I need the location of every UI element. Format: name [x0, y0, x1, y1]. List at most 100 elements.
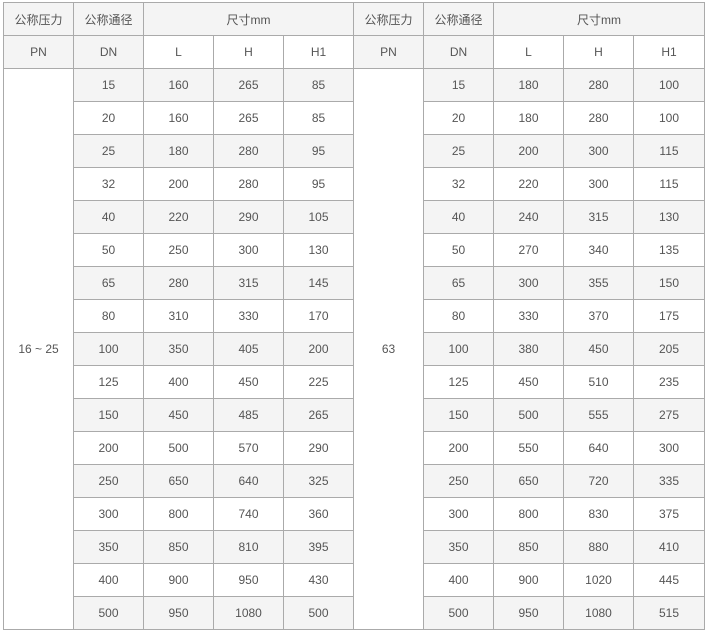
table-row: 25 180 280 95 25 200 300 115 — [4, 134, 705, 168]
h-cell: 450 — [213, 365, 284, 399]
header-dn-sub: DN — [73, 35, 144, 69]
subheader-row: PN DN L H H1 PN DN L H H1 — [3, 35, 705, 69]
l-cell: 180 — [493, 101, 564, 135]
l-cell: 220 — [143, 200, 214, 234]
h-cell: 1020 — [563, 563, 634, 597]
l-cell: 300 — [493, 266, 564, 300]
h-cell: 720 — [563, 464, 634, 498]
h1-cell: 515 — [633, 596, 705, 630]
header-h1: H1 — [633, 35, 705, 69]
h-cell: 265 — [213, 68, 284, 102]
h1-cell: 225 — [283, 365, 354, 399]
header-h: H — [213, 35, 284, 69]
h1-cell: 205 — [633, 332, 705, 366]
l-cell: 650 — [143, 464, 214, 498]
dn-cell: 250 — [73, 464, 144, 498]
dn-cell: 150 — [73, 398, 144, 432]
l-cell: 250 — [143, 233, 214, 267]
l-cell: 500 — [493, 398, 564, 432]
h1-cell: 275 — [633, 398, 705, 432]
header-l: L — [493, 35, 564, 69]
table-row: 100 350 405 200 100 380 450 205 — [4, 332, 705, 366]
dn-cell: 350 — [423, 530, 494, 564]
l-cell: 160 — [143, 101, 214, 135]
header-h1: H1 — [283, 35, 354, 69]
dn-cell: 25 — [73, 134, 144, 168]
h-cell: 330 — [213, 299, 284, 333]
h-cell: 510 — [563, 365, 634, 399]
dn-cell: 125 — [423, 365, 494, 399]
h1-cell: 95 — [283, 134, 354, 168]
dn-cell: 400 — [73, 563, 144, 597]
dn-cell: 20 — [423, 101, 494, 135]
dn-cell: 25 — [423, 134, 494, 168]
h-cell: 450 — [563, 332, 634, 366]
dn-cell: 15 — [73, 68, 144, 102]
h1-cell: 105 — [283, 200, 354, 234]
l-cell: 900 — [143, 563, 214, 597]
l-cell: 550 — [493, 431, 564, 465]
h-cell: 485 — [213, 398, 284, 432]
h1-cell: 85 — [283, 68, 354, 102]
h-cell: 355 — [563, 266, 634, 300]
table-row: 16 ~ 25 15 160 265 85 63 15 180 280 100 — [3, 68, 705, 630]
h-cell: 880 — [563, 530, 634, 564]
dn-cell: 250 — [423, 464, 494, 498]
header-dn-sub: DN — [423, 35, 494, 69]
l-cell: 950 — [493, 596, 564, 630]
l-cell: 800 — [493, 497, 564, 531]
h-cell: 370 — [563, 299, 634, 333]
h1-cell: 325 — [283, 464, 354, 498]
dn-cell: 300 — [423, 497, 494, 531]
l-cell: 270 — [493, 233, 564, 267]
h1-cell: 300 — [633, 431, 705, 465]
h1-cell: 500 — [283, 596, 354, 630]
dn-cell: 100 — [423, 332, 494, 366]
h-cell: 640 — [563, 431, 634, 465]
pn-value: 16 ~ 25 — [3, 68, 74, 630]
h1-cell: 115 — [633, 167, 705, 201]
l-cell: 850 — [143, 530, 214, 564]
dn-cell: 50 — [423, 233, 494, 267]
header-size: 尺寸mm — [493, 2, 705, 36]
h-cell: 1080 — [563, 596, 634, 630]
l-cell: 220 — [493, 167, 564, 201]
h-cell: 315 — [563, 200, 634, 234]
pn-value: 63 — [353, 68, 424, 630]
table-row: 150 450 485 265 150 500 555 275 — [4, 398, 705, 432]
dn-cell: 150 — [423, 398, 494, 432]
h-cell: 830 — [563, 497, 634, 531]
table-row: 350 850 810 395 350 850 880 410 — [4, 530, 705, 564]
h1-cell: 135 — [633, 233, 705, 267]
dn-cell: 200 — [423, 431, 494, 465]
l-cell: 800 — [143, 497, 214, 531]
l-cell: 450 — [493, 365, 564, 399]
h1-cell: 360 — [283, 497, 354, 531]
dn-cell: 300 — [73, 497, 144, 531]
dn-cell: 500 — [73, 596, 144, 630]
h1-cell: 145 — [283, 266, 354, 300]
dn-cell: 20 — [73, 101, 144, 135]
l-cell: 240 — [493, 200, 564, 234]
h-cell: 555 — [563, 398, 634, 432]
header-h: H — [563, 35, 634, 69]
h1-cell: 430 — [283, 563, 354, 597]
dn-cell: 40 — [73, 200, 144, 234]
h-cell: 1080 — [213, 596, 284, 630]
table-row: 300 800 740 360 300 800 830 375 — [4, 497, 705, 531]
header-pn-sub: PN — [353, 35, 424, 69]
header-dn: 公称通径 — [73, 2, 144, 36]
table-row: 80 310 330 170 80 330 370 175 — [4, 299, 705, 333]
table-row: 65 280 315 145 65 300 355 150 — [4, 266, 705, 300]
dn-cell: 500 — [423, 596, 494, 630]
header-l: L — [143, 35, 214, 69]
h-cell: 290 — [213, 200, 284, 234]
h-cell: 405 — [213, 332, 284, 366]
l-cell: 280 — [143, 266, 214, 300]
dn-cell: 400 — [423, 563, 494, 597]
h1-cell: 290 — [283, 431, 354, 465]
dn-cell: 65 — [73, 266, 144, 300]
dn-cell: 32 — [423, 167, 494, 201]
h1-cell: 100 — [633, 68, 705, 102]
h1-cell: 95 — [283, 167, 354, 201]
